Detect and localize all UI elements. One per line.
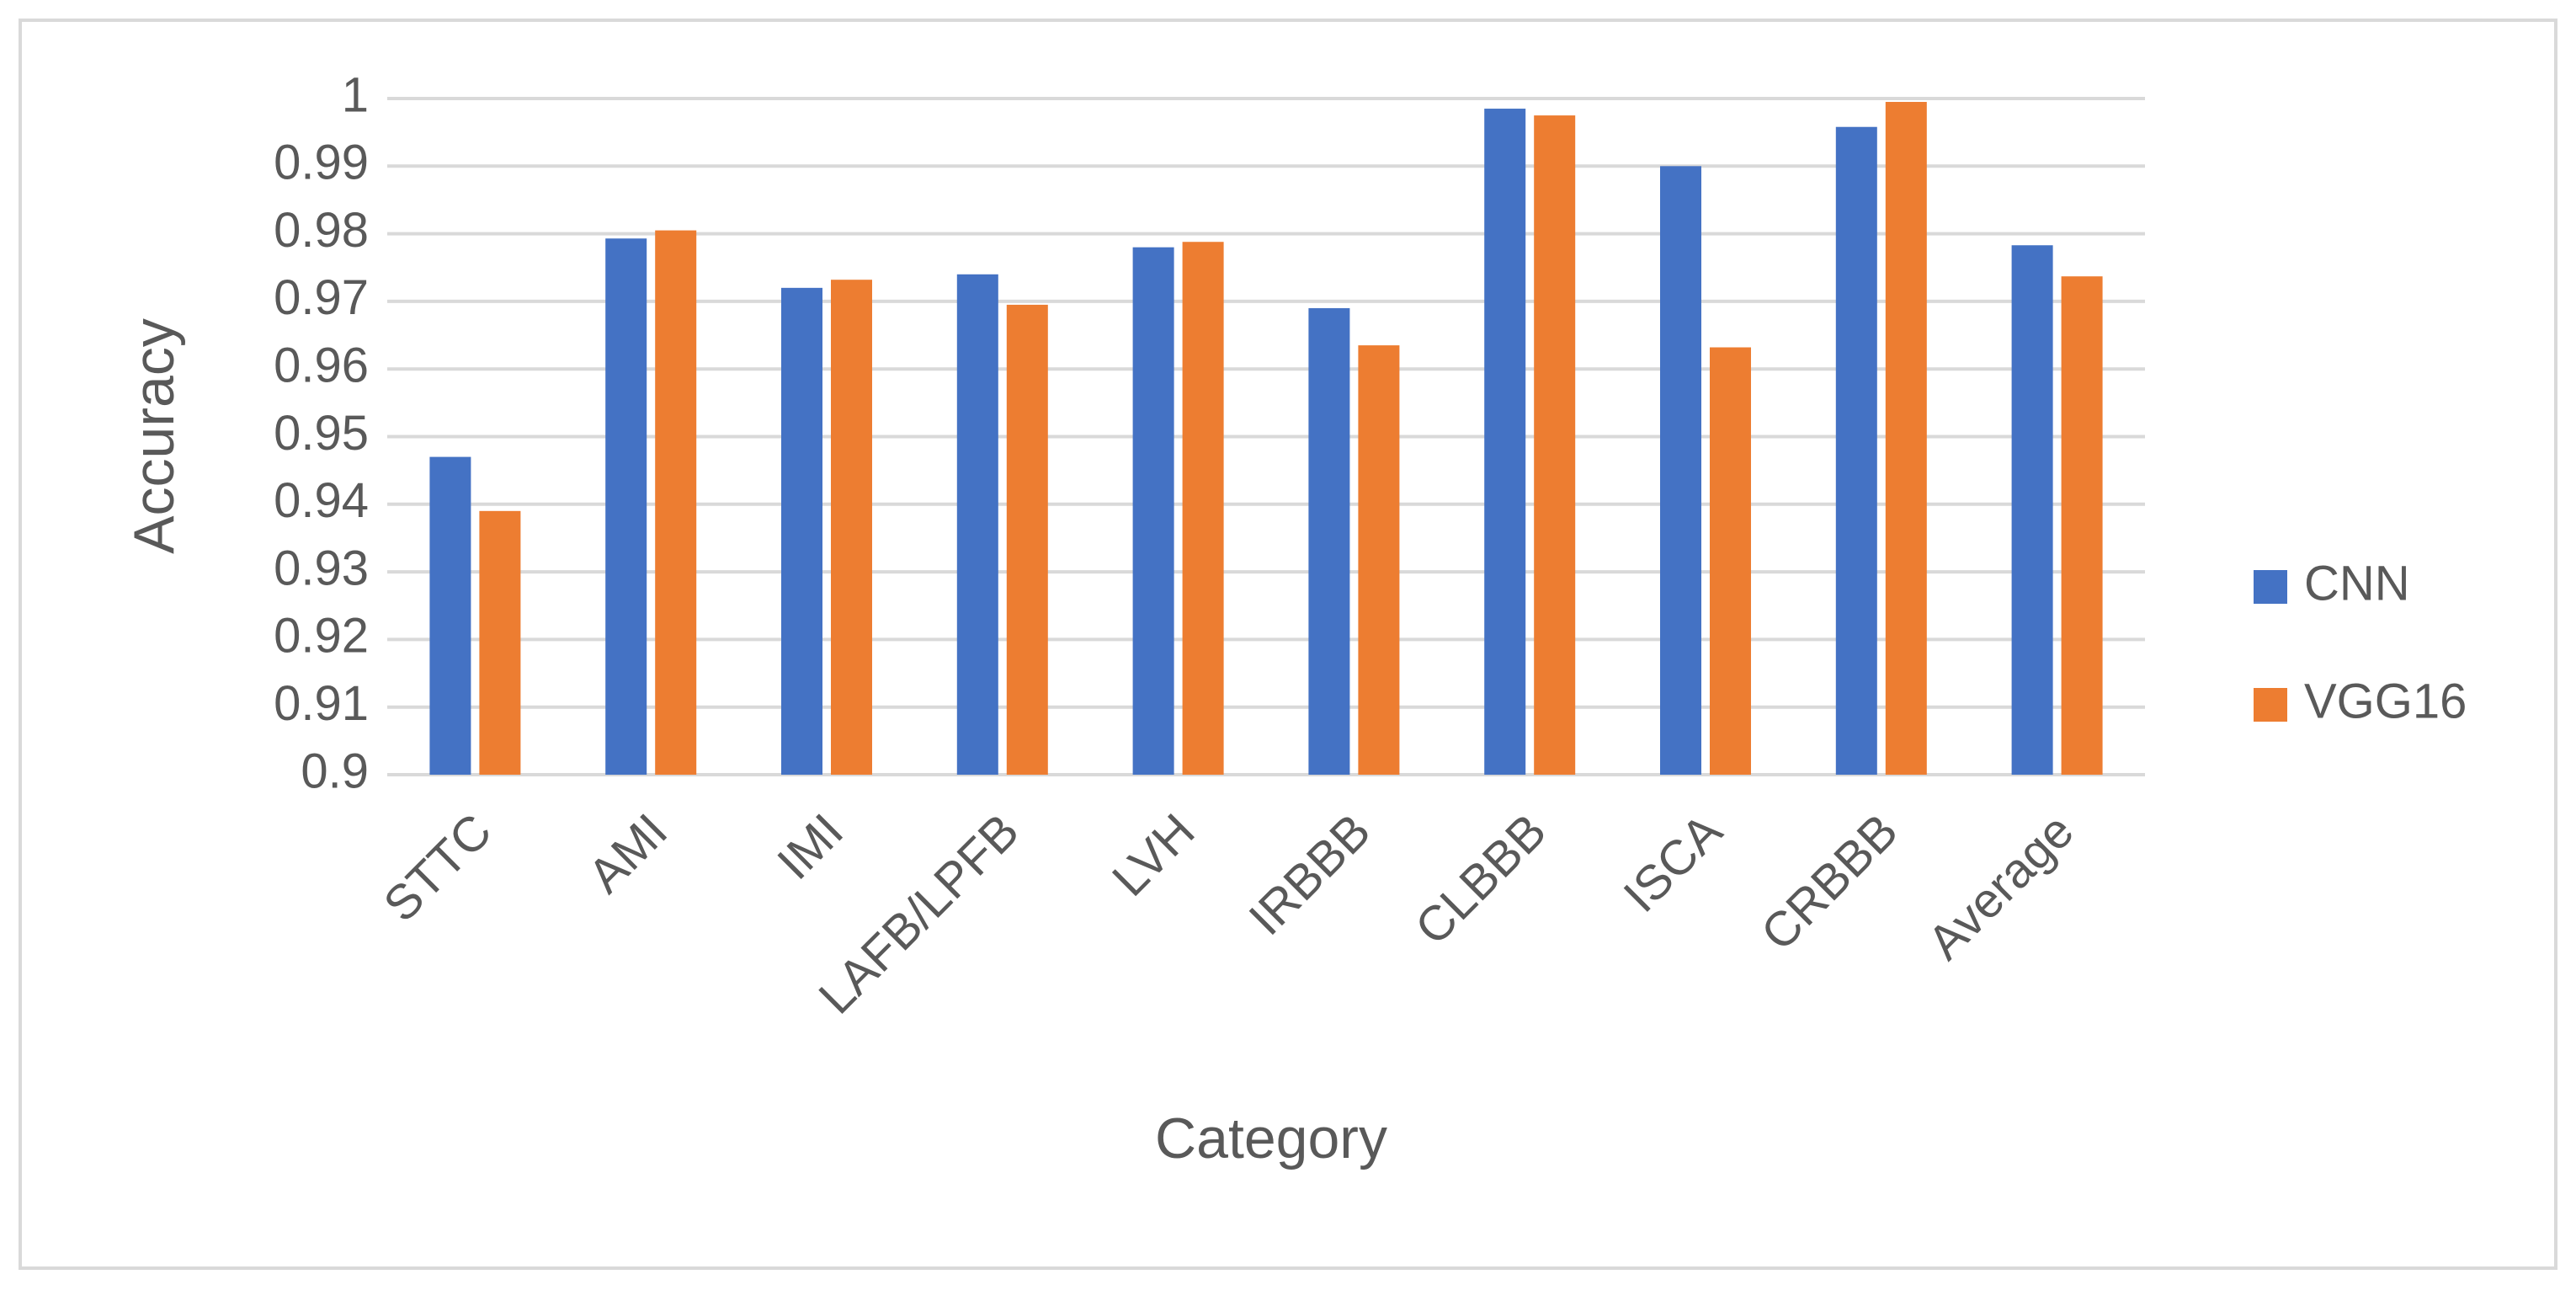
bar bbox=[781, 287, 822, 776]
y-tick-label: 0.99 bbox=[274, 136, 369, 190]
legend-label: VGG16 bbox=[2304, 674, 2467, 728]
bar bbox=[479, 510, 521, 775]
bar bbox=[831, 280, 872, 776]
bar bbox=[429, 456, 471, 775]
bar bbox=[1006, 304, 1048, 775]
bar bbox=[1534, 115, 1576, 775]
y-tick-label: 0.96 bbox=[274, 339, 369, 393]
bar bbox=[1484, 109, 1526, 776]
bar bbox=[1710, 347, 1751, 775]
bar bbox=[655, 230, 697, 776]
y-tick-label: 0.92 bbox=[274, 609, 369, 664]
y-axis-title: Accuracy bbox=[122, 318, 186, 554]
bar bbox=[1132, 247, 1174, 775]
bar bbox=[1308, 307, 1350, 775]
legend-label: CNN bbox=[2304, 556, 2410, 611]
y-tick-label: 0.97 bbox=[274, 270, 369, 325]
bar bbox=[956, 274, 998, 775]
y-tick-label: 0.94 bbox=[274, 473, 369, 528]
bar bbox=[605, 238, 647, 775]
bar bbox=[2061, 276, 2103, 776]
bar bbox=[1358, 345, 1400, 775]
bar bbox=[1182, 242, 1224, 776]
chart-border bbox=[19, 19, 2557, 1270]
y-tick-label: 0.98 bbox=[274, 203, 369, 258]
legend-swatch bbox=[2254, 688, 2287, 722]
y-tick-label: 0.93 bbox=[274, 541, 369, 595]
y-tick-label: 0.9 bbox=[301, 744, 369, 798]
bar bbox=[1885, 102, 1927, 775]
y-tick-label: 1 bbox=[342, 67, 369, 122]
bar bbox=[2011, 245, 2053, 776]
y-tick-label: 0.95 bbox=[274, 406, 369, 461]
bar bbox=[1660, 166, 1701, 776]
bar bbox=[1835, 126, 1877, 775]
y-tick-label: 0.91 bbox=[274, 676, 369, 731]
legend-swatch bbox=[2254, 570, 2287, 604]
x-axis-title: Category bbox=[1155, 1106, 1387, 1170]
